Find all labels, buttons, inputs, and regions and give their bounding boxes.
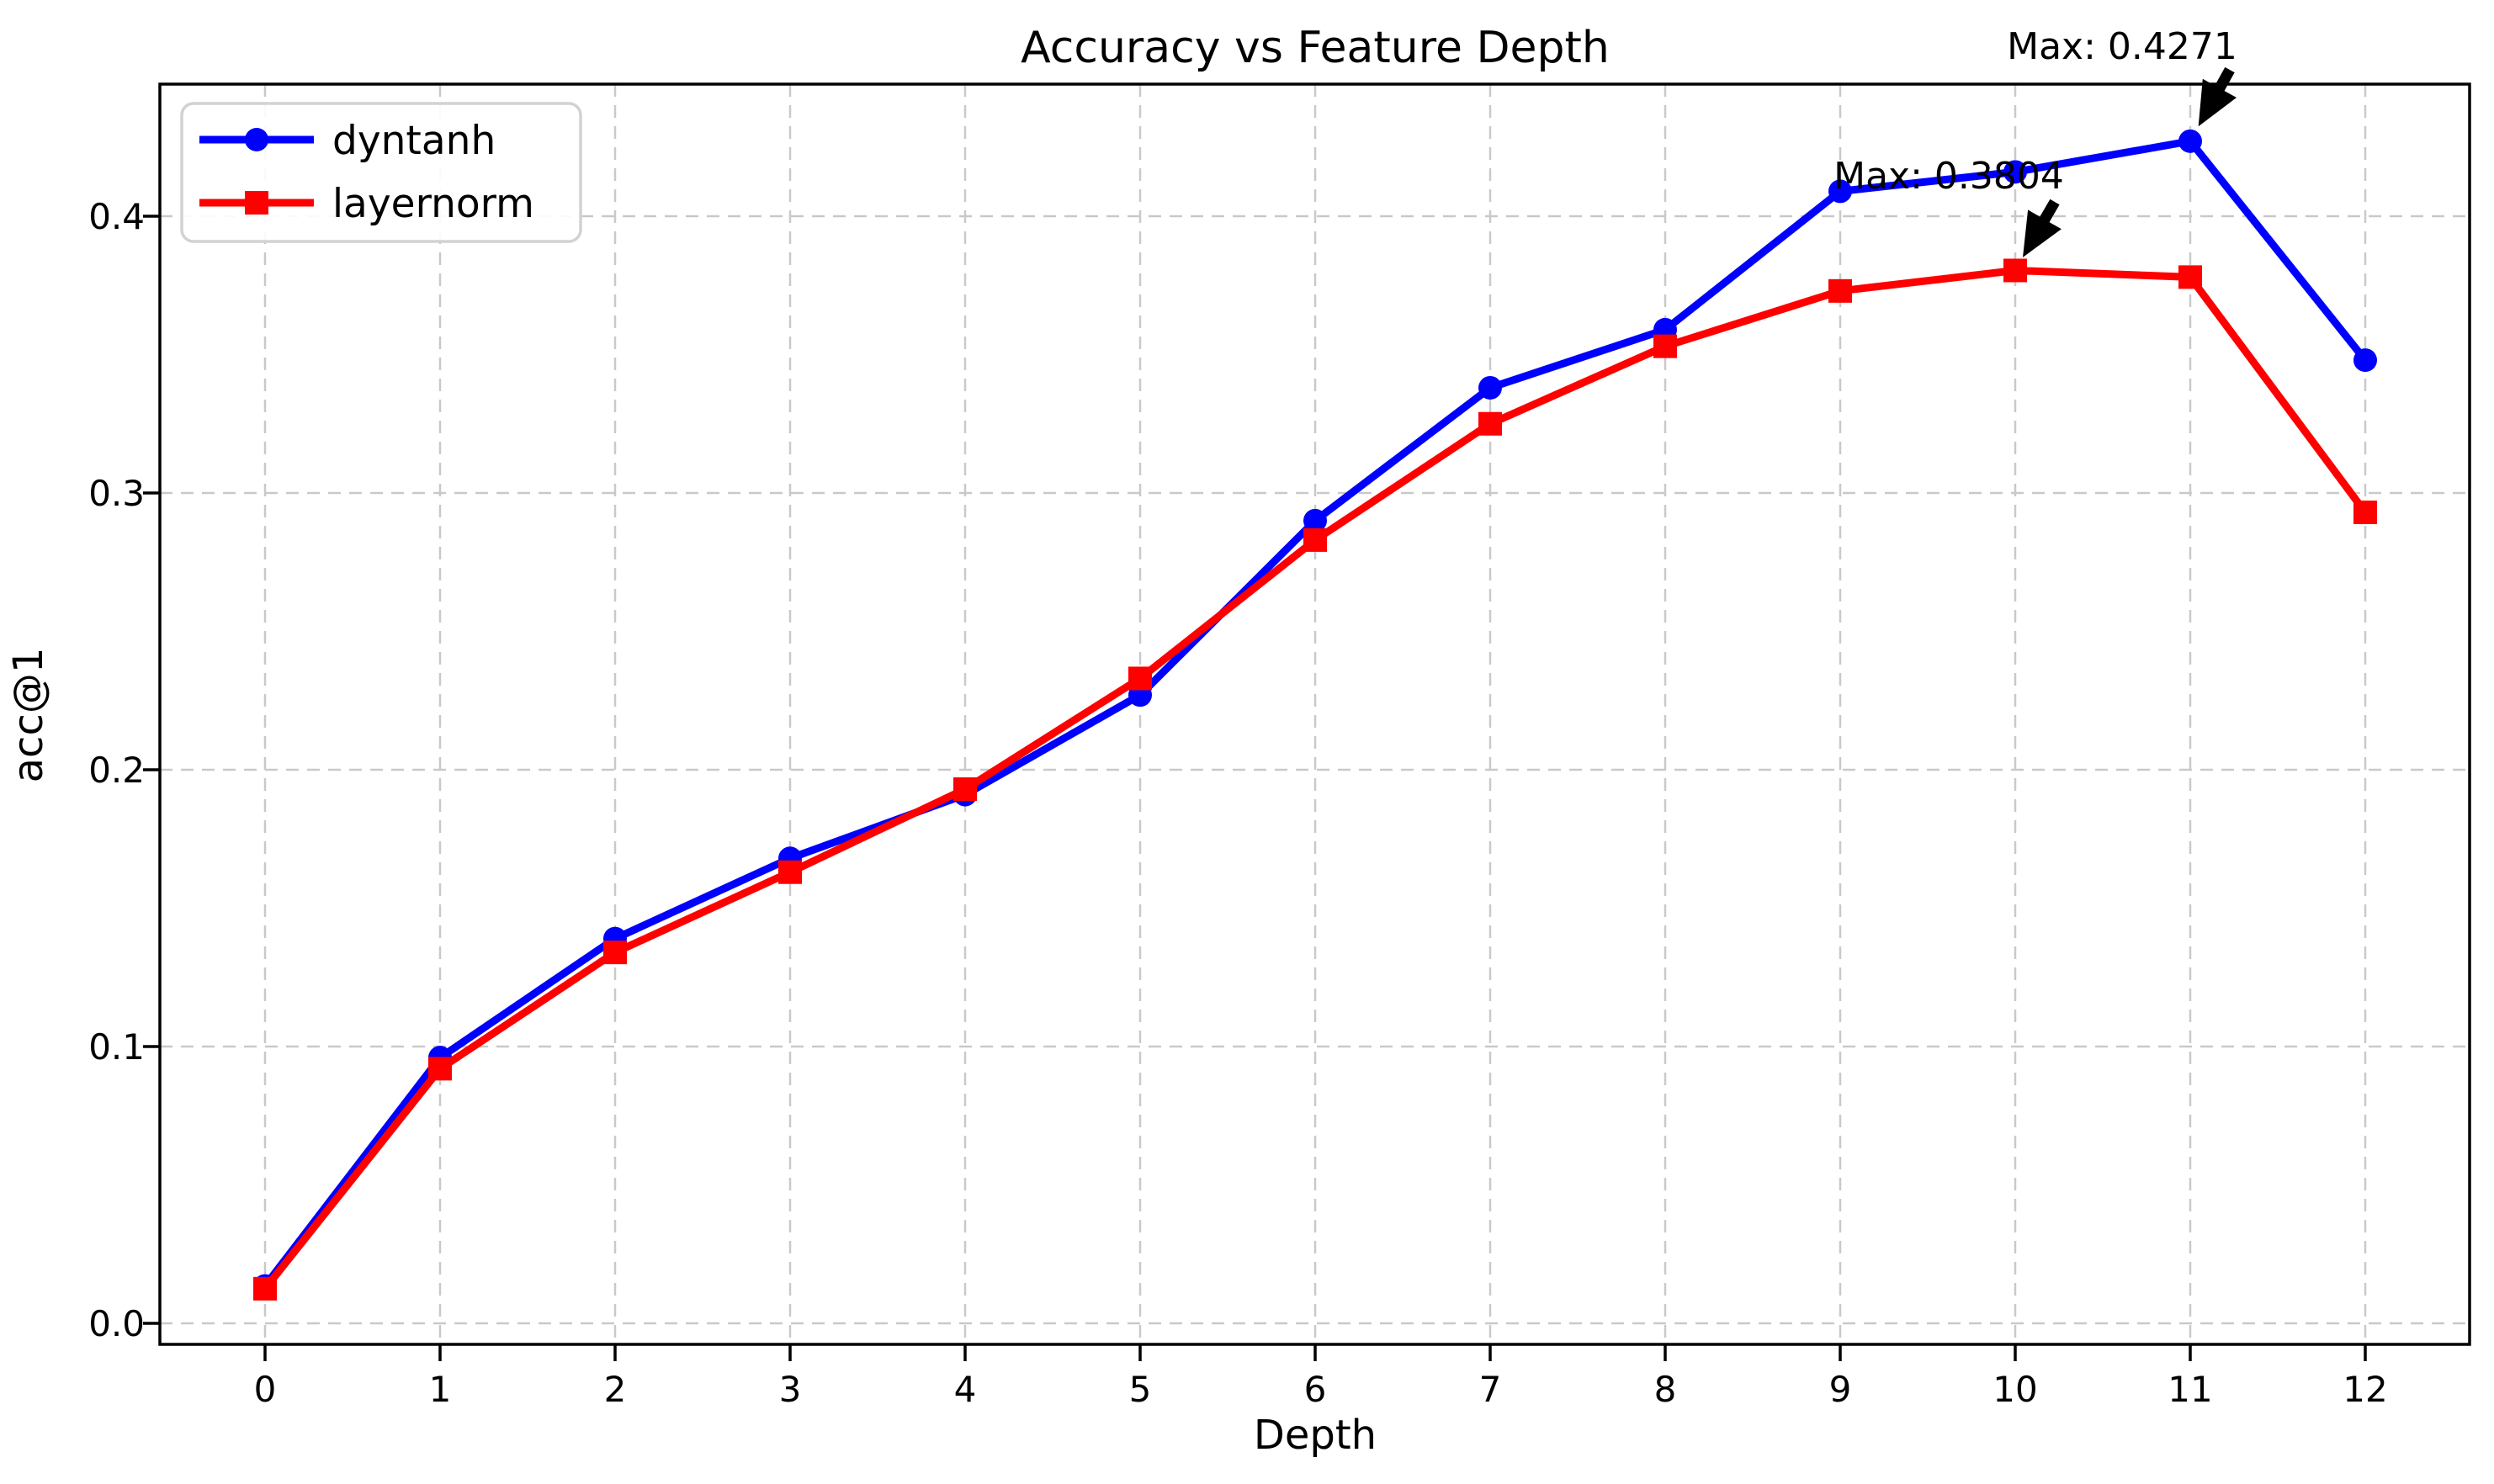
layernorm-marker	[1653, 334, 1677, 358]
dyntanh-marker	[1478, 375, 1502, 400]
dyntanh-marker	[1303, 508, 1327, 533]
layernorm-marker	[778, 860, 802, 884]
series-dyntanh	[253, 129, 2377, 1298]
x-tick-label: 2	[604, 1369, 627, 1410]
chart-title: Accuracy vs Feature Depth	[1021, 23, 1610, 73]
dyntanh-marker	[2003, 160, 2027, 184]
dyntanh-legend-marker	[245, 128, 268, 151]
legend: dyntanh layernorm	[180, 102, 582, 243]
annotation-text: Max: 0.4271	[2007, 25, 2237, 68]
dyntanh-marker	[2178, 129, 2202, 153]
annotation-arrow	[2023, 199, 2062, 257]
annotation-text: Max: 0.3804	[1833, 155, 2064, 198]
layernorm-marker	[2003, 258, 2027, 283]
layernorm-marker	[2353, 501, 2377, 525]
legend-label: dyntanh	[332, 118, 496, 164]
x-tick-label: 10	[1993, 1369, 2037, 1410]
tick-marks	[143, 215, 2367, 1361]
y-tick-label: 0.3	[88, 473, 145, 514]
dyntanh-marker	[1828, 179, 1852, 204]
annotation-arrow	[2198, 66, 2237, 127]
x-tick-label: 1	[429, 1369, 452, 1410]
x-tick-label: 6	[1304, 1369, 1327, 1410]
x-tick-label: 3	[779, 1369, 802, 1410]
x-tick-label: 8	[1654, 1369, 1677, 1410]
y-axis-label: acc@1	[5, 648, 52, 783]
x-tick-label: 12	[2343, 1369, 2387, 1410]
layernorm-marker	[1128, 666, 1152, 691]
layernorm-marker	[253, 1276, 277, 1301]
y-tick-label: 0.2	[88, 750, 145, 791]
y-tick-label: 0.1	[88, 1026, 145, 1068]
annotation-dyntanh-max: Max: 0.4271	[2007, 25, 2237, 127]
layernorm-marker	[2178, 265, 2202, 289]
y-tick-label: 0.0	[88, 1303, 145, 1344]
layernorm-legend-marker	[245, 191, 268, 215]
layernorm-marker	[428, 1057, 452, 1081]
x-tick-label: 0	[254, 1369, 277, 1410]
y-tick-label: 0.4	[88, 196, 145, 237]
layernorm-marker	[603, 941, 627, 965]
layernorm-marker	[1303, 527, 1327, 552]
x-axis-label: Depth	[1254, 1412, 1377, 1459]
x-tick-label: 4	[954, 1369, 977, 1410]
annotation-layernorm-max: Max: 0.3804	[1833, 155, 2064, 257]
layernorm-marker	[1478, 411, 1502, 436]
x-tick-label: 11	[2168, 1369, 2212, 1410]
series-layernorm	[253, 258, 2377, 1301]
layernorm-marker	[1828, 278, 1852, 303]
legend-item-dyntanh: dyntanh	[199, 118, 496, 164]
legend-label: layernorm	[332, 181, 534, 227]
layernorm-marker	[953, 777, 977, 802]
dyntanh-marker	[2353, 348, 2377, 373]
x-tick-label: 7	[1479, 1369, 1502, 1410]
x-tick-label: 9	[1829, 1369, 1852, 1410]
x-tick-label: 5	[1129, 1369, 1152, 1410]
legend-item-layernorm: layernorm	[199, 181, 534, 227]
